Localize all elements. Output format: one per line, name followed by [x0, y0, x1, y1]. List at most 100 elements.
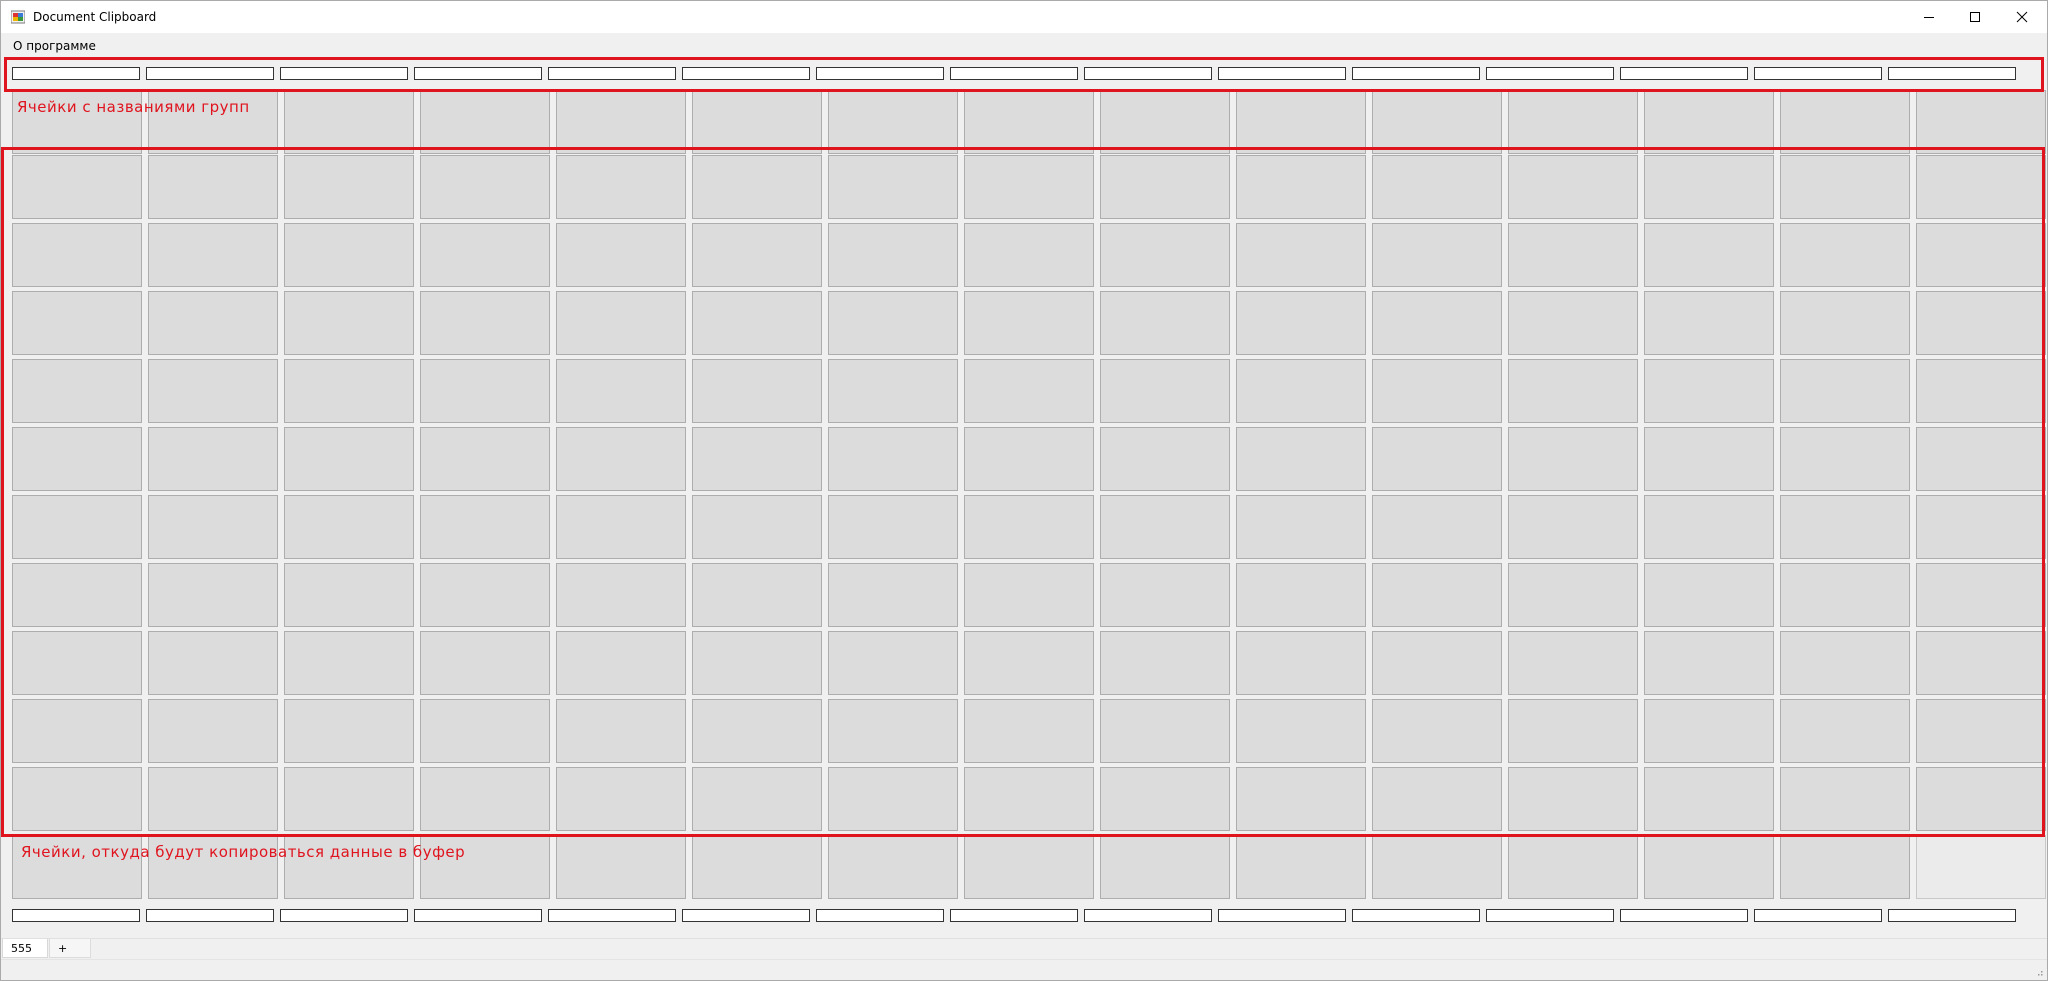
grid-cell[interactable] — [148, 495, 278, 559]
grid-cell[interactable] — [1236, 563, 1366, 627]
grid-cell[interactable] — [1100, 699, 1230, 763]
grid-cell[interactable] — [828, 563, 958, 627]
text-field[interactable] — [1620, 67, 1748, 80]
text-field[interactable] — [12, 67, 140, 80]
grid-cell[interactable] — [828, 495, 958, 559]
grid-cell[interactable] — [1100, 359, 1230, 423]
grid-cell[interactable] — [420, 291, 550, 355]
grid-cell[interactable] — [148, 291, 278, 355]
grid-cell[interactable] — [148, 359, 278, 423]
grid-cell[interactable] — [692, 835, 822, 899]
grid-cell[interactable] — [964, 563, 1094, 627]
grid-cell[interactable] — [1780, 155, 1910, 219]
grid-cell[interactable] — [1644, 90, 1774, 154]
text-field[interactable] — [1888, 909, 2016, 922]
grid-cell[interactable] — [284, 359, 414, 423]
grid-cell[interactable] — [1236, 291, 1366, 355]
text-field[interactable] — [1888, 67, 2016, 80]
grid-cell[interactable] — [1100, 835, 1230, 899]
grid-cell[interactable] — [1508, 767, 1638, 831]
grid-cell[interactable] — [1372, 563, 1502, 627]
grid-cell[interactable] — [420, 563, 550, 627]
grid-cell[interactable] — [1916, 223, 2046, 287]
grid-cell[interactable] — [1508, 90, 1638, 154]
grid-cell[interactable] — [964, 155, 1094, 219]
grid-cell[interactable] — [1644, 631, 1774, 695]
grid-cell[interactable] — [1644, 291, 1774, 355]
grid-cell[interactable] — [1508, 427, 1638, 491]
grid-cell[interactable] — [1236, 90, 1366, 154]
grid-cell[interactable] — [1916, 291, 2046, 355]
grid-cell[interactable] — [1236, 699, 1366, 763]
text-field[interactable] — [950, 67, 1078, 80]
grid-cell[interactable] — [1508, 563, 1638, 627]
grid-cell[interactable] — [420, 359, 550, 423]
grid-cell[interactable] — [12, 631, 142, 695]
grid-cell[interactable] — [1644, 699, 1774, 763]
grid-cell[interactable] — [964, 223, 1094, 287]
grid-cell[interactable] — [964, 631, 1094, 695]
grid-cell[interactable] — [1508, 631, 1638, 695]
add-tab-button[interactable]: + — [49, 939, 91, 958]
grid-cell[interactable] — [148, 563, 278, 627]
minimize-button[interactable] — [1906, 1, 1952, 33]
grid-cell[interactable] — [1100, 631, 1230, 695]
grid-cell[interactable] — [556, 291, 686, 355]
grid-cell[interactable] — [964, 427, 1094, 491]
text-field[interactable] — [548, 67, 676, 80]
text-field[interactable] — [950, 909, 1078, 922]
grid-cell[interactable] — [828, 359, 958, 423]
grid-cell[interactable] — [420, 631, 550, 695]
grid-cell[interactable] — [420, 495, 550, 559]
grid-cell[interactable] — [692, 359, 822, 423]
grid-cell[interactable] — [1916, 495, 2046, 559]
text-field[interactable] — [1754, 909, 1882, 922]
grid-cell[interactable] — [1236, 631, 1366, 695]
grid-cell[interactable] — [1236, 495, 1366, 559]
grid-cell[interactable] — [1100, 427, 1230, 491]
grid-cell[interactable] — [1780, 495, 1910, 559]
text-field[interactable] — [1620, 909, 1748, 922]
title-bar[interactable]: Document Clipboard — [1, 1, 2047, 33]
grid-cell[interactable] — [420, 835, 550, 899]
grid-cell[interactable] — [284, 427, 414, 491]
grid-cell[interactable] — [1508, 699, 1638, 763]
grid-cell[interactable] — [12, 155, 142, 219]
grid-cell[interactable] — [828, 90, 958, 154]
grid-cell[interactable] — [556, 90, 686, 154]
grid-cell[interactable] — [1916, 835, 2046, 899]
grid-cell[interactable] — [1508, 155, 1638, 219]
grid-cell[interactable] — [964, 359, 1094, 423]
grid-cell[interactable] — [1644, 223, 1774, 287]
grid-cell[interactable] — [420, 223, 550, 287]
grid-cell[interactable] — [12, 359, 142, 423]
grid-cell[interactable] — [1236, 835, 1366, 899]
grid-cell[interactable] — [964, 767, 1094, 831]
text-field[interactable] — [682, 909, 810, 922]
grid-cell[interactable] — [1372, 631, 1502, 695]
grid-cell[interactable] — [1100, 291, 1230, 355]
grid-cell[interactable] — [556, 835, 686, 899]
grid-cell[interactable] — [556, 767, 686, 831]
text-field[interactable] — [1218, 67, 1346, 80]
size-grip-icon[interactable] — [2035, 969, 2043, 977]
grid-cell[interactable] — [1508, 835, 1638, 899]
grid-cell[interactable] — [420, 90, 550, 154]
grid-cell[interactable] — [1644, 495, 1774, 559]
grid-cell[interactable] — [1508, 359, 1638, 423]
grid-cell[interactable] — [692, 699, 822, 763]
text-field[interactable] — [1352, 909, 1480, 922]
text-field[interactable] — [1218, 909, 1346, 922]
grid-cell[interactable] — [1644, 427, 1774, 491]
maximize-button[interactable] — [1952, 1, 1998, 33]
text-field[interactable] — [414, 909, 542, 922]
grid-cell[interactable] — [1372, 155, 1502, 219]
grid-cell[interactable] — [1236, 223, 1366, 287]
grid-cell[interactable] — [1780, 359, 1910, 423]
grid-cell[interactable] — [1100, 155, 1230, 219]
grid-cell[interactable] — [1916, 359, 2046, 423]
grid-cell[interactable] — [556, 563, 686, 627]
grid-cell[interactable] — [1372, 90, 1502, 154]
grid-cell[interactable] — [1372, 835, 1502, 899]
text-field[interactable] — [1486, 67, 1614, 80]
